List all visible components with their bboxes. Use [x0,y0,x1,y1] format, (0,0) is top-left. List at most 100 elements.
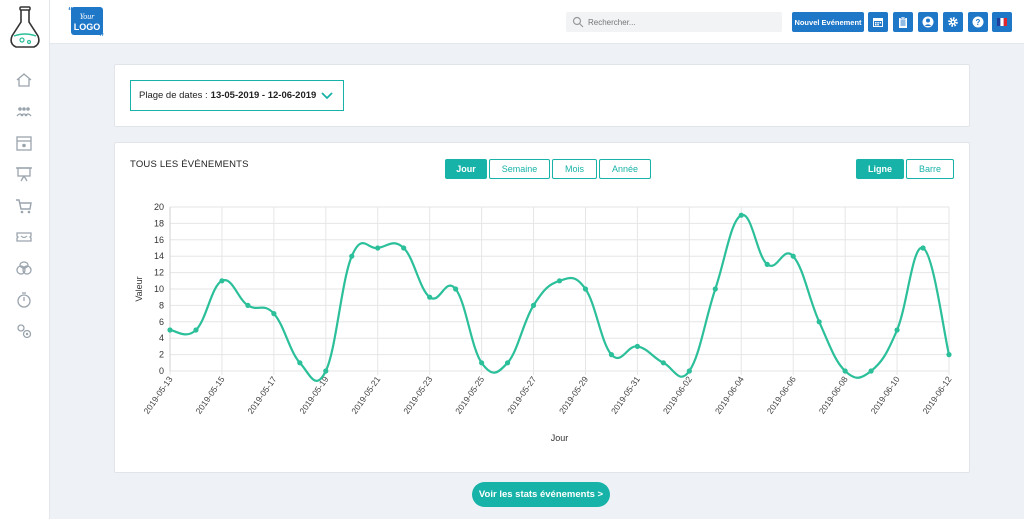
x-tick-label: 2019-05-31 [609,374,642,416]
data-point[interactable] [245,302,251,308]
calendar-button[interactable] [868,12,888,32]
clipboard-icon [899,16,907,28]
data-point[interactable] [790,253,796,259]
data-point[interactable] [504,360,511,366]
data-point[interactable] [946,352,952,358]
data-point[interactable] [401,245,407,251]
x-tick-label: 2019-05-27 [505,374,538,416]
help-button[interactable]: ? [968,12,988,32]
x-tick-label: 2019-05-23 [401,374,434,416]
x-tick-label: 2019-05-13 [142,374,175,416]
tab-annee[interactable]: Année [599,159,651,179]
data-point[interactable] [738,212,744,218]
y-tick-label: 14 [154,251,164,261]
data-point[interactable] [530,302,537,308]
settings-users-icon[interactable] [14,321,34,341]
date-range-label: Plage de dates : [139,90,208,101]
data-point[interactable] [686,368,692,374]
logo-logo-text: LOGO [74,22,101,32]
data-point[interactable] [375,245,381,251]
x-tick-label: 2019-05-15 [193,374,226,416]
profile-button[interactable] [918,12,938,32]
data-point[interactable] [634,343,641,349]
data-point[interactable] [271,311,277,317]
settings-button[interactable] [943,12,963,32]
data-point[interactable] [556,278,563,284]
y-tick-label: 2 [159,350,164,360]
brand-logo[interactable]: Your LOGO “ ” [67,4,107,40]
data-point[interactable] [712,286,718,292]
data-point[interactable] [479,360,485,366]
svg-text:?: ? [976,18,981,27]
tab-barre[interactable]: Barre [906,159,954,179]
help-icon: ? [972,16,984,28]
data-point[interactable] [219,278,225,284]
date-range-select[interactable]: Plage de dates : 13-05-2019 - 12-06-2019 [130,80,344,111]
chevron-down-icon [321,92,333,100]
users-icon[interactable] [14,102,34,122]
series-line [169,214,951,382]
date-range-value: 13-05-2019 - 12-06-2019 [210,90,317,101]
clipboard-button[interactable] [893,12,913,32]
data-point[interactable] [660,360,666,366]
x-tick-label: 2019-06-04 [713,374,746,416]
data-point[interactable] [582,286,589,292]
x-tick-label: 2019-05-21 [349,374,382,416]
data-point[interactable] [842,368,848,374]
data-point[interactable] [816,319,822,325]
view-event-stats-button[interactable]: Voir les stats événements > [472,482,610,507]
stopwatch-icon[interactable] [14,290,34,310]
tab-ligne[interactable]: Ligne [856,159,904,179]
search-icon [572,16,584,28]
language-button[interactable] [992,12,1012,32]
home-icon[interactable] [14,70,34,90]
presentation-icon[interactable] [14,164,34,184]
x-tick-label: 2019-06-12 [921,374,954,416]
cart-icon[interactable] [14,196,34,216]
y-tick-label: 18 [154,218,164,228]
line-chart: 0 2 4 6 8 10 12 14 16 18 20 2019-05-13 2019-05-15 201… [134,202,954,443]
y-tick-label: 6 [159,317,164,327]
y-tick-label: 8 [159,300,164,310]
new-event-button[interactable]: Nouvel Evénement [792,12,864,32]
data-point[interactable] [297,360,303,366]
data-point[interactable] [894,327,900,333]
gear-icon [948,17,958,27]
x-tick-label: 2019-06-06 [765,374,798,416]
tab-semaine[interactable]: Semaine [489,159,550,179]
svg-text:“: “ [68,6,73,17]
data-point[interactable] [920,245,926,251]
tab-mois[interactable]: Mois [552,159,597,179]
y-tick-label: 20 [154,202,164,212]
data-point[interactable] [167,327,173,333]
x-tick-label: 2019-05-29 [557,374,590,416]
x-tick-label: 2019-06-02 [661,374,694,416]
events-chart-card: TOUS LES ÉVÉNEMENTS Jour Semaine Mois An… [114,142,970,473]
ticket-icon[interactable] [14,227,34,247]
data-point[interactable] [868,368,874,374]
data-point[interactable] [764,261,770,267]
data-point[interactable] [323,368,329,374]
tab-jour[interactable]: Jour [445,159,487,179]
sidebar [0,0,50,519]
data-point[interactable] [453,286,459,292]
data-point[interactable] [193,327,199,333]
data-point[interactable] [608,352,615,358]
chart-title: TOUS LES ÉVÉNEMENTS [130,159,249,170]
date-filter-card: Plage de dates : 13-05-2019 - 12-06-2019 [114,64,970,127]
data-point[interactable] [349,253,355,259]
x-tick-label: 2019-06-10 [869,374,902,416]
user-circle-icon [922,16,934,28]
y-tick-label: 16 [154,235,164,245]
calendar-icon [873,18,883,27]
y-tick-label: 4 [159,333,164,343]
x-tick-label: 2019-05-17 [245,374,278,416]
y-tick-label: 12 [154,268,164,278]
x-tick-label: 2019-05-25 [453,374,486,416]
calendar-star-icon[interactable] [14,133,34,153]
search-input[interactable] [566,12,782,32]
y-tick-label: 0 [159,366,164,376]
data-point[interactable] [427,294,433,300]
coins-icon[interactable] [14,258,34,278]
flask-logo-icon[interactable] [8,6,42,50]
